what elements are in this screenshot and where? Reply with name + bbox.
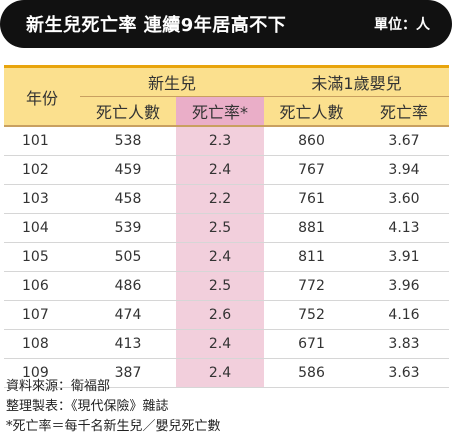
newborn-deaths-cell: 413: [80, 329, 176, 359]
table-row: 104 539 2.5 881 4.13: [4, 213, 450, 243]
infant-rate-cell: 4.16: [359, 300, 450, 330]
table-row: 103 458 2.2 761 3.60: [4, 184, 450, 214]
mortality-table: 年份 新生兒 未滿1歲嬰兒 死亡人數 死亡率* 死亡人數 死亡率 101 538…: [4, 65, 450, 388]
infant-rate-cell: 3.63: [359, 358, 450, 388]
year-cell: 108: [4, 329, 80, 359]
compiled-note: 整理製表：《現代保險》雜誌: [6, 399, 169, 414]
infant-deaths-cell: 671: [264, 329, 360, 359]
footnote: *死亡率＝每千名新生兒／嬰兒死亡數: [6, 419, 221, 434]
newborn-deaths-header: 死亡人數: [80, 96, 176, 127]
infant-group-header: 未滿1歲嬰兒: [264, 65, 450, 97]
year-cell: 103: [4, 184, 80, 214]
infant-rate-cell: 3.94: [359, 155, 450, 185]
newborn-rate-cell: 2.5: [176, 271, 265, 301]
infant-deaths-cell: 772: [264, 271, 360, 301]
newborn-rate-cell: 2.4: [176, 329, 265, 359]
newborn-deaths-cell: 505: [80, 242, 176, 272]
newborn-rate-cell: 2.2: [176, 184, 265, 214]
table-row: 108 413 2.4 671 3.83: [4, 329, 450, 359]
year-cell: 101: [4, 126, 80, 156]
infant-deaths-cell: 860: [264, 126, 360, 156]
newborn-rate-cell-highlight: 2.4: [176, 358, 265, 388]
table-row: 105 505 2.4 811 3.91: [4, 242, 450, 272]
newborn-rate-cell: 2.4: [176, 155, 265, 185]
year-header: 年份: [4, 65, 80, 127]
infant-rate-cell: 3.83: [359, 329, 450, 359]
newborn-rate-cell: 2.6: [176, 300, 265, 330]
infant-rate-cell: 3.96: [359, 271, 450, 301]
infant-deaths-cell: 767: [264, 155, 360, 185]
source-note: 資料來源：衛福部: [6, 379, 111, 394]
table-row: 102 459 2.4 767 3.94: [4, 155, 450, 185]
newborn-rate-cell: 2.5: [176, 213, 265, 243]
year-cell: 109: [4, 358, 80, 388]
newborn-deaths-cell: 486: [80, 271, 176, 301]
infant-rate-cell: 3.91: [359, 242, 450, 272]
infant-deaths-cell: 752: [264, 300, 360, 330]
newborn-deaths-cell: 539: [80, 213, 176, 243]
table-row: 109 387 2.4 586 3.63: [4, 358, 450, 388]
newborn-deaths-cell: 458: [80, 184, 176, 214]
table-row: 107 474 2.6 752 4.16: [4, 300, 450, 330]
newborn-deaths-cell: 538: [80, 126, 176, 156]
newborn-rate-cell: 2.4: [176, 242, 265, 272]
infant-deaths-cell: 761: [264, 184, 360, 214]
newborn-deaths-cell: 387: [80, 358, 176, 388]
newborn-rate-header: 死亡率*: [176, 96, 265, 127]
year-cell: 102: [4, 155, 80, 185]
title-bar: 新生兒死亡率 連續9年居高不下 單位：人: [0, 0, 452, 48]
year-cell: 106: [4, 271, 80, 301]
newborn-deaths-cell: 474: [80, 300, 176, 330]
newborn-deaths-cell: 459: [80, 155, 176, 185]
infant-rate-cell: 3.60: [359, 184, 450, 214]
infant-deaths-cell: 586: [264, 358, 360, 388]
page-title: 新生兒死亡率 連續9年居高不下: [26, 15, 287, 36]
infant-rate-header: 死亡率: [359, 96, 450, 127]
infant-rate-cell: 3.67: [359, 126, 450, 156]
infant-deaths-cell: 811: [264, 242, 360, 272]
year-cell: 104: [4, 213, 80, 243]
infant-deaths-header: 死亡人數: [264, 96, 360, 127]
year-cell: 105: [4, 242, 80, 272]
newborn-group-header: 新生兒: [80, 65, 265, 97]
year-cell: 107: [4, 300, 80, 330]
notes: 資料來源：衛福部 整理製表：《現代保險》雜誌 *死亡率＝每千名新生兒／嬰兒死亡數: [6, 377, 221, 437]
infant-deaths-cell: 881: [264, 213, 360, 243]
table-row: 106 486 2.5 772 3.96: [4, 271, 450, 301]
newborn-rate-cell: 2.3: [176, 126, 265, 156]
unit-label: 單位：人: [374, 17, 430, 33]
table-row: 101 538 2.3 860 3.67: [4, 126, 450, 156]
infant-rate-cell: 4.13: [359, 213, 450, 243]
